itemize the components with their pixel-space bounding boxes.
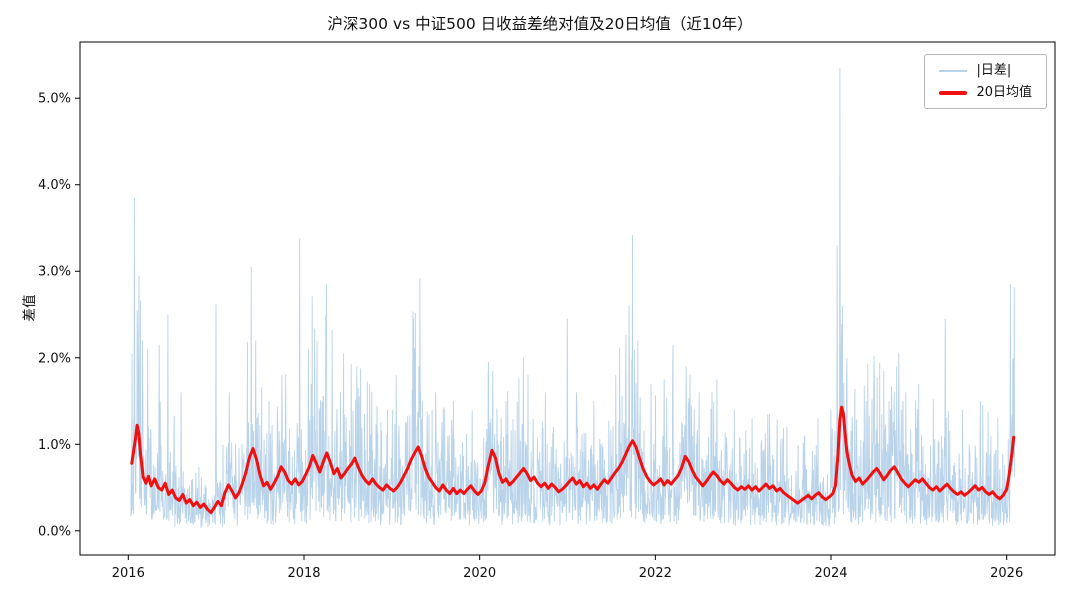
daily-diff-series (130, 67, 1016, 528)
ma20-series (130, 405, 1016, 515)
x-tick-label: 2020 (463, 566, 496, 581)
x-tick-label: 2026 (990, 566, 1023, 581)
daily-series-line-swatch (939, 69, 968, 72)
legend-item-daily: |日差| (939, 64, 1032, 77)
y-tick-label: 3.0% (38, 265, 71, 280)
y-tick-label: 2.0% (38, 351, 71, 366)
legend-item-ma: 20日均值 (939, 86, 1032, 99)
x-tick-label: 2022 (639, 566, 672, 581)
ma-series-label: 20日均值 (976, 85, 1032, 100)
y-tick-label: 1.0% (38, 438, 71, 453)
x-tick-label: 2024 (814, 566, 847, 581)
legend: |日差| 20日均值 (924, 54, 1047, 109)
x-tick-label: 2016 (112, 566, 145, 581)
chart-title: 沪深300 vs 中证500 日收益差绝对值及20日均值（近10年） (327, 15, 753, 33)
y-tick-label: 5.0% (38, 92, 71, 107)
ma-series-line-swatch (939, 90, 968, 95)
y-tick-label: 0.0% (38, 524, 71, 539)
y-tick-label: 4.0% (38, 178, 71, 193)
plot-frame (79, 41, 1056, 556)
x-tick-label: 2018 (287, 566, 320, 581)
daily-series-label: |日差| (976, 63, 1012, 78)
